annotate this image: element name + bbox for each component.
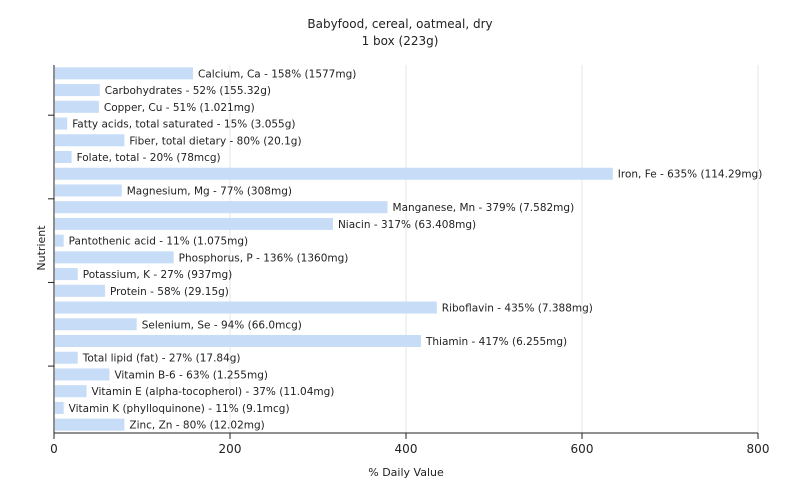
x-tick-label: 800 — [747, 442, 770, 456]
x-tick-label: 400 — [395, 442, 418, 456]
bar — [55, 284, 106, 297]
bar — [55, 418, 125, 431]
bar — [55, 134, 125, 147]
bar — [55, 117, 68, 130]
bar — [55, 335, 421, 347]
bar-data-label: Carbohydrates - 52% (155.32g) — [105, 85, 271, 97]
x-tick-label: 200 — [219, 442, 242, 456]
x-axis-label: % Daily Value — [368, 466, 444, 479]
bar — [55, 234, 64, 247]
bar-data-label: Manganese, Mn - 379% (7.582mg) — [393, 202, 575, 214]
bar-data-label: Niacin - 317% (63.408mg) — [338, 219, 476, 231]
chart-title: Babyfood, cereal, oatmeal, dry — [307, 17, 492, 31]
bar — [55, 301, 437, 314]
bar — [55, 100, 99, 113]
bar — [55, 251, 174, 264]
bar-data-label: Zinc, Zn - 80% (12.02mg) — [129, 420, 264, 432]
axes: 0 200 400 600 800 — [48, 65, 769, 456]
bar — [55, 268, 78, 281]
bar-data-label: Vitamin B-6 - 63% (1.255mg) — [114, 369, 268, 381]
bar — [55, 368, 110, 381]
bar — [55, 67, 194, 80]
bar — [55, 217, 333, 230]
bar-data-label: Vitamin E (alpha-tocopherol) - 37% (11.0… — [92, 386, 335, 398]
bar-data-label: Copper, Cu - 51% (1.021mg) — [104, 102, 255, 114]
bar-labels: Calcium, Ca - 158% (1577mg) Carbohydrates… — [69, 68, 763, 431]
bar-data-label: Fiber, total dietary - 80% (20.1g) — [129, 135, 301, 147]
bar-data-label: Riboflavin - 435% (7.388mg) — [442, 303, 593, 315]
grid-lines — [229, 65, 759, 433]
bar-data-label: Phosphorus, P - 136% (1360mg) — [179, 252, 349, 264]
bar-data-label: Selenium, Se - 94% (66.0mcg) — [142, 319, 302, 331]
bar — [55, 351, 78, 364]
bar — [55, 385, 87, 398]
bar-data-label: Folate, total - 20% (78mcg) — [77, 152, 221, 164]
bar-data-label: Potassium, K - 27% (937mg) — [83, 269, 233, 281]
x-tick-label: 600 — [571, 442, 594, 456]
bar-data-label: Calcium, Ca - 158% (1577mg) — [198, 68, 356, 80]
bar-data-label: Thiamin - 417% (6.255mg) — [425, 336, 567, 348]
x-tick-label: 0 — [50, 442, 58, 456]
bar-data-label: Fatty acids, total saturated - 15% (3.05… — [72, 119, 295, 131]
bar-data-label: Protein - 58% (29.15g) — [110, 286, 229, 298]
bar — [55, 318, 137, 331]
bar-data-label: Iron, Fe - 635% (114.29mg) — [618, 169, 763, 181]
bar — [55, 167, 613, 180]
bar-data-label: Magnesium, Mg - 77% (308mg) — [127, 185, 292, 197]
bar-data-label: Total lipid (fat) - 27% (17.84g) — [82, 353, 241, 365]
bar — [55, 201, 388, 214]
bar — [55, 401, 64, 414]
bars — [55, 67, 613, 431]
chart-subtitle: 1 box (223g) — [362, 34, 439, 48]
bar-data-label: Pantothenic acid - 11% (1.075mg) — [69, 236, 248, 248]
bar — [55, 184, 122, 197]
y-axis-label: Nutrient — [35, 225, 48, 271]
bar-data-label: Vitamin K (phylloquinone) - 11% (9.1mcg) — [69, 403, 290, 415]
bar — [55, 151, 72, 163]
bar — [55, 84, 100, 97]
